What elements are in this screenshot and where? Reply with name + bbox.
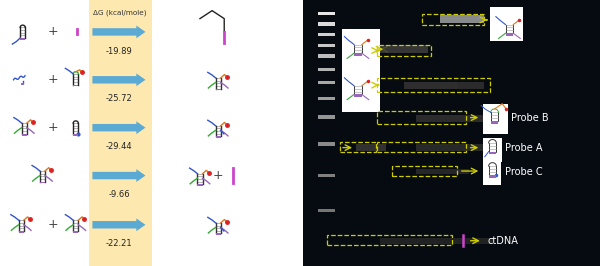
Bar [319,44,335,47]
Text: -9.66: -9.66 [108,190,130,199]
Bar [488,152,496,154]
Bar [197,184,203,186]
Bar [215,89,221,90]
Bar [377,78,490,92]
Bar [404,82,457,89]
Bar [319,209,335,212]
Bar [380,238,493,244]
Text: -22.21: -22.21 [106,239,133,248]
Bar [319,33,335,36]
Bar [22,134,27,136]
Text: Probe B: Probe B [511,113,548,123]
Bar [440,15,484,23]
Bar [454,82,484,89]
Bar [482,104,508,134]
Bar [73,134,78,136]
Text: +: + [213,169,223,182]
Bar [341,29,380,72]
Bar [416,169,469,174]
Bar [392,166,457,176]
Bar [319,81,335,84]
Bar [416,115,487,122]
Bar [416,144,487,151]
Bar [377,45,431,56]
Bar [482,162,500,185]
Bar [20,38,25,40]
Bar [319,142,335,146]
Bar [506,33,513,36]
Bar [319,174,335,177]
Bar [422,14,484,25]
Bar [482,138,502,162]
Text: +: + [48,218,58,231]
Bar [354,94,362,97]
Bar [404,82,457,89]
Text: ΔG (kcal/mole): ΔG (kcal/mole) [93,9,146,16]
Bar [454,82,484,89]
Bar [73,231,78,233]
Bar [327,235,452,245]
Bar [19,231,24,233]
Bar [491,121,499,124]
Bar [380,238,493,244]
Bar [490,7,523,41]
Bar [416,115,487,122]
Bar [488,175,496,177]
Bar [356,144,386,151]
Bar [319,54,335,58]
FancyArrow shape [92,121,145,134]
Bar [21,83,25,85]
Bar [416,144,487,151]
Bar [341,69,380,112]
Text: ctDNA: ctDNA [487,236,518,246]
Bar [356,144,386,151]
Text: +: + [48,26,58,38]
Bar [319,97,335,100]
Bar [416,169,469,174]
Bar [440,15,484,23]
Bar [377,142,466,152]
Text: -29.44: -29.44 [106,142,133,151]
Bar [215,136,221,138]
Text: +: + [48,73,58,86]
Bar [319,115,335,119]
Text: +: + [48,121,58,134]
Bar [354,53,362,56]
FancyArrow shape [92,218,145,231]
Bar [340,142,376,152]
Bar [380,45,428,53]
Text: -19.89: -19.89 [106,47,133,56]
FancyArrow shape [92,26,145,38]
FancyArrow shape [92,169,145,182]
Text: Probe C: Probe C [505,167,542,177]
Bar [73,85,78,86]
Bar [319,68,335,71]
Bar [40,182,45,184]
Bar [319,22,335,26]
Bar [380,45,428,53]
Bar [89,0,151,266]
FancyArrow shape [92,73,145,86]
Bar [377,111,466,124]
Text: -25.72: -25.72 [106,94,133,103]
Text: Probe A: Probe A [505,143,542,153]
Bar [215,234,221,235]
Bar [319,12,335,15]
